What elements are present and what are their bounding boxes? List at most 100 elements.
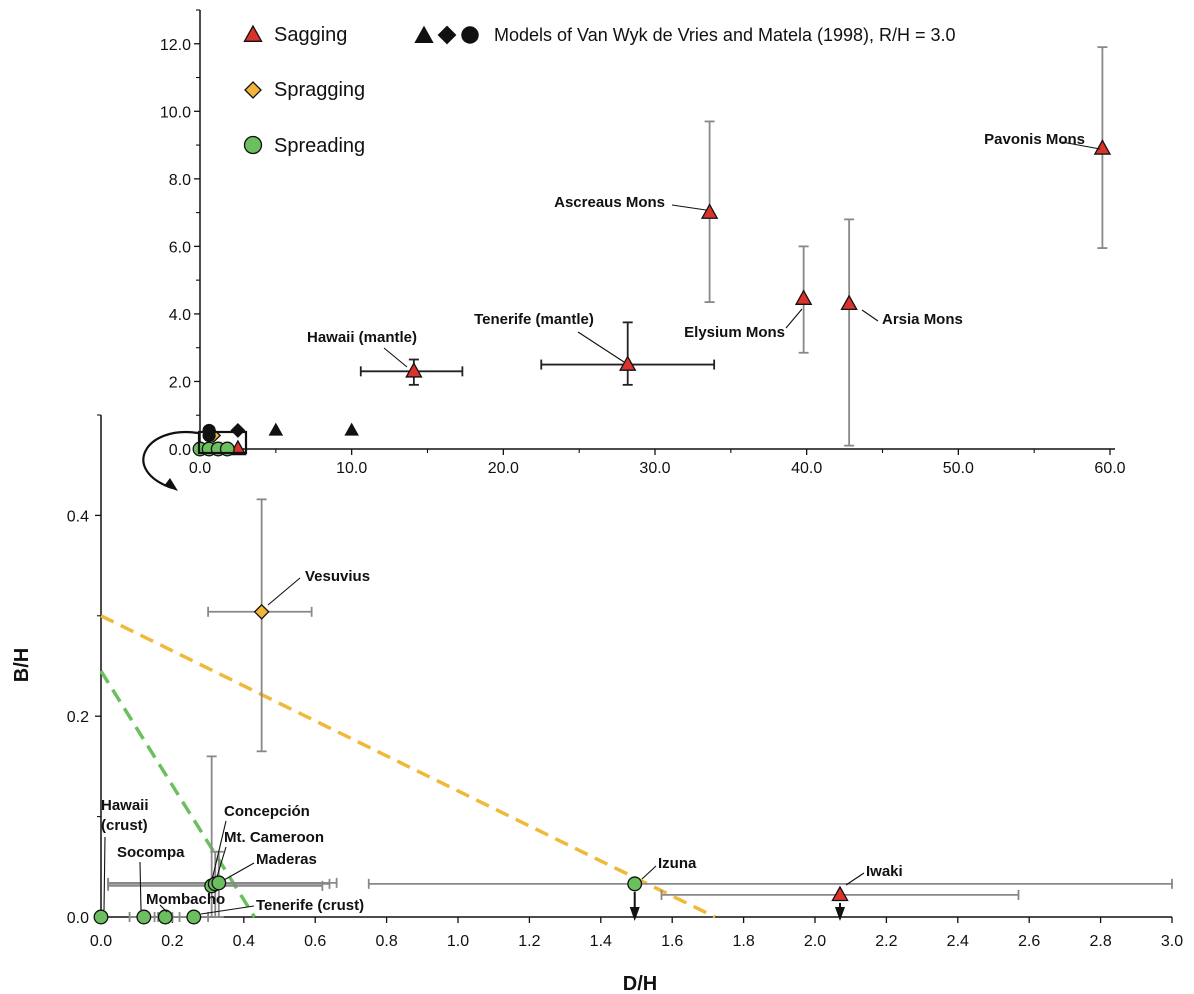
circle-point	[627, 876, 643, 892]
circle-point	[211, 875, 227, 891]
triangle-point	[831, 885, 849, 902]
zoom-region-box	[197, 430, 248, 455]
triangle-point	[618, 355, 637, 371]
annotation-leader	[577, 331, 625, 363]
annotation-label: Izuna	[658, 855, 697, 872]
annotation-leader	[159, 904, 168, 913]
annotation-leader	[861, 309, 879, 322]
legend-spreading-label: Spreading	[274, 135, 365, 157]
main-y-tick-label: 12.0	[160, 37, 191, 54]
model-triangle-point	[268, 422, 284, 436]
zoom-x-tick-label: 1.8	[732, 933, 754, 950]
legend-model-circle-marker	[461, 26, 479, 44]
legend-models-label: Models of Van Wyk de Vries and Matela (1…	[494, 25, 956, 45]
zoom-connector-arrowhead	[164, 478, 178, 491]
annotation-label: Ascreaus Mons	[554, 194, 665, 211]
zoom-x-tick-label: 2.0	[804, 933, 826, 950]
annotation-label: Pavonis Mons	[984, 131, 1085, 148]
main-x-tick-label: 60.0	[1094, 460, 1125, 477]
annotation-label: Socompa	[117, 844, 185, 861]
zoom-y-tick-label: 0.0	[67, 910, 89, 927]
annotation-leader	[671, 204, 707, 211]
annotation-label: Vesuvius	[305, 568, 370, 585]
triangle-point	[405, 361, 423, 378]
main-y-tick-label: 8.0	[169, 172, 191, 189]
zoom-connector-arrow	[142, 430, 199, 490]
main-y-tick-label: 0.0	[169, 442, 191, 459]
annotation-leader	[267, 577, 301, 606]
annotation-leader	[383, 347, 408, 368]
triangle-point	[794, 289, 813, 305]
annotation-leader	[215, 846, 227, 881]
zoom-x-tick-label: 0.6	[304, 933, 326, 950]
main-x-tick-label: 20.0	[488, 460, 519, 477]
legend-sagging-label: Sagging	[274, 24, 347, 46]
main-x-tick-label: 0.0	[189, 460, 211, 477]
x-axis-label: D/H	[623, 973, 657, 994]
legend-spragging-label: Spragging	[274, 79, 365, 101]
annotation-label: Arsia Mons	[882, 311, 963, 328]
legend-model-diamond-marker	[437, 25, 457, 45]
main-y-tick-label: 2.0	[169, 374, 191, 391]
diamond-point	[253, 603, 270, 620]
legend: Sagging Spragging Spreading Models of Van W…	[243, 24, 956, 157]
zoom-x-tick-label: 2.8	[1089, 933, 1111, 950]
circle-point	[136, 909, 152, 925]
triangle-point	[1093, 139, 1112, 155]
legend-sagging-marker	[243, 24, 263, 42]
main-x-tick-label: 40.0	[791, 460, 822, 477]
zoom-x-tick-label: 3.0	[1161, 933, 1183, 950]
circle-point	[186, 909, 202, 925]
zoom-x-tick-label: 0.0	[90, 933, 112, 950]
annotation-leader	[641, 865, 657, 880]
main-y-tick-label: 10.0	[160, 104, 191, 121]
spreading-boundary-line	[99, 670, 256, 918]
zoom-panel: 0.0 0.2 0.4 0.0 0.2 0.4 0.6 0.8 1.0 1.2 1.4 1.6 1.8 2…	[11, 414, 1183, 994]
zoom-x-tick-label: 0.4	[233, 933, 255, 950]
legend-spreading-marker	[243, 135, 263, 155]
main-y-tick-label: 6.0	[169, 239, 191, 256]
annotation-label: Maderas	[256, 851, 317, 868]
zoom-x-tick-label: 1.2	[518, 933, 540, 950]
zoom-x-tick-label: 0.8	[375, 933, 397, 950]
annotation-label: Mt. Cameroon	[224, 829, 324, 846]
zoom-y-tick-label: 0.2	[67, 709, 89, 726]
legend-model-triangle-marker	[414, 25, 434, 43]
model-diamond-point	[230, 423, 246, 438]
annotation-label: Hawaii (crust)	[101, 797, 149, 834]
annotation-leader	[845, 872, 865, 886]
main-y-tick-label: 4.0	[169, 307, 191, 324]
spragging-boundary-line	[100, 614, 716, 919]
annotation-leader	[139, 861, 142, 911]
annotation-leader	[200, 905, 255, 915]
zoom-x-tick-label: 0.2	[161, 933, 183, 950]
zoom-x-tick-label: 2.2	[875, 933, 897, 950]
annotation-label: Concepción	[224, 803, 310, 820]
annotation-label: Tenerife (mantle)	[474, 311, 594, 328]
triangle-point	[840, 294, 858, 311]
main-x-tick-label: 30.0	[639, 460, 670, 477]
legend-spragging-marker	[244, 81, 262, 99]
annotation-leader	[1061, 141, 1101, 150]
circle-point	[157, 909, 173, 925]
main-x-tick-label: 10.0	[336, 460, 367, 477]
annotation-leader	[211, 820, 227, 881]
zoom-x-tick-label: 1.0	[447, 933, 469, 950]
below-axis-arrowhead	[834, 907, 845, 921]
zoom-x-tick-label: 2.6	[1018, 933, 1040, 950]
annotation-label: Tenerife (crust)	[256, 897, 364, 914]
annotation-label: Iwaki	[866, 863, 903, 880]
zoom-x-tick-label: 1.6	[661, 933, 683, 950]
y-axis-label: B/H	[11, 648, 33, 682]
annotation-label: Mombacho	[146, 891, 225, 908]
annotation-leader	[785, 308, 803, 329]
annotation-leader	[223, 862, 255, 881]
annotation-leader	[103, 836, 106, 911]
triangle-point	[700, 203, 719, 219]
zoom-x-tick-label: 2.4	[947, 933, 969, 950]
zoom-x-tick-label: 1.4	[590, 933, 612, 950]
annotation-label: Elysium Mons	[684, 324, 785, 341]
main-x-tick-label: 50.0	[943, 460, 974, 477]
below-axis-arrowhead	[629, 907, 640, 921]
